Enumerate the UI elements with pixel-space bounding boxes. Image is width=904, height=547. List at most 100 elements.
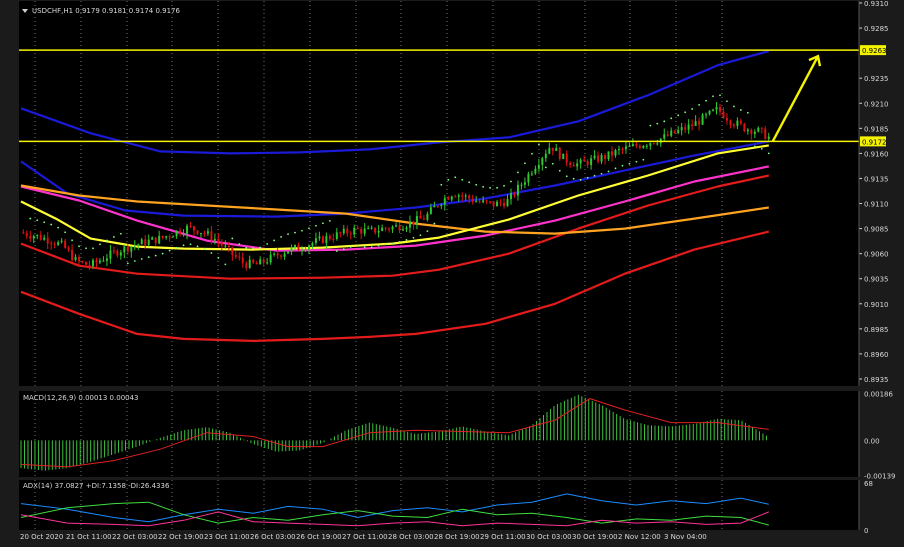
psar-dot <box>468 181 471 184</box>
candle-body <box>705 114 708 116</box>
candle-body <box>280 255 283 257</box>
candle-body <box>95 260 98 263</box>
candle-body <box>238 256 241 258</box>
horizontal-levels[interactable]: 0.9263 0.9172 <box>19 45 887 147</box>
candle-body <box>551 147 554 152</box>
candle-body <box>119 252 122 256</box>
psar-dot <box>57 226 60 229</box>
candle-body <box>304 249 307 251</box>
candle-body <box>276 253 279 256</box>
bb-mid-line <box>20 174 770 280</box>
candle-body <box>725 117 728 121</box>
candle-body <box>266 262 269 264</box>
psar-dot <box>517 171 519 174</box>
psar-dot <box>315 224 317 227</box>
psar-dot <box>36 219 39 222</box>
candle-body <box>158 235 161 244</box>
candle-body <box>764 128 767 139</box>
candle-body <box>520 184 523 186</box>
psar-dot <box>433 222 436 225</box>
time-tick-label: 28 Oct 03:00 <box>388 533 434 541</box>
candle-body <box>652 143 655 145</box>
candle-body <box>287 251 290 254</box>
psar-dot <box>349 246 352 248</box>
psar-dot <box>29 217 32 220</box>
candle-body <box>123 246 126 253</box>
macd-label: MACD(12,26,9) 0.00013 0.00043 <box>23 394 139 402</box>
macd-histogram <box>20 394 767 471</box>
candle-body <box>294 245 297 248</box>
psar-dot <box>753 145 756 148</box>
candle-body <box>628 146 631 148</box>
macd-panel[interactable]: 0.00186 0.00 -0.00139 MACD(12,26,9) 0.0001… <box>19 390 895 480</box>
candle-body <box>179 230 182 235</box>
candle-body <box>81 261 84 263</box>
candle-body <box>663 134 666 139</box>
candle-body <box>332 238 335 240</box>
adx-axis: 68 0 <box>858 480 873 535</box>
candle-body <box>144 239 147 246</box>
candle-body <box>53 244 56 246</box>
psar-dot <box>440 183 443 186</box>
psar-dot <box>600 172 603 175</box>
candle-body <box>530 173 533 175</box>
psar-dot <box>203 248 206 250</box>
macd-signal-path <box>20 398 769 468</box>
candle-body <box>151 237 154 240</box>
candle-body <box>496 201 499 207</box>
candle-body <box>248 259 251 268</box>
candle-body <box>321 236 324 244</box>
candle-body <box>199 233 202 235</box>
time-axis: 20 Oct 2020 21 Oct 11:00 22 Oct 03:00 22 Oc… <box>20 533 707 541</box>
psar-dot <box>739 109 742 111</box>
candle-body <box>621 149 624 151</box>
adx-main-line <box>20 493 769 523</box>
candle-body <box>443 198 446 205</box>
candle-body <box>85 261 88 265</box>
symbol-header-text: USDCHF,H1 0.9179 0.9181 0.9174 0.9176 <box>32 7 180 15</box>
psar-dot <box>280 236 282 238</box>
candle-body <box>433 205 436 208</box>
psar-dot <box>391 242 394 245</box>
candle-body <box>436 205 439 207</box>
psar-dot <box>537 143 540 146</box>
psar-dot <box>273 239 276 242</box>
time-tick-label: 26 Oct 19:00 <box>296 533 342 541</box>
candle-body <box>509 193 512 200</box>
price-tick-label: 0.8960 <box>864 351 889 359</box>
candle-body <box>666 134 669 136</box>
psar-dot <box>112 236 115 238</box>
psar-dot <box>245 246 248 249</box>
candle-body <box>415 216 418 225</box>
psar-dot <box>503 184 505 187</box>
candle-body <box>186 225 189 234</box>
candle-body <box>523 182 526 185</box>
adx-panel[interactable]: 68 0 ADX(14) 37.0827 +DI:7.1358 -DI:26.43… <box>19 480 873 535</box>
psar-dot <box>530 152 533 155</box>
candle-body <box>273 253 276 255</box>
price-tick-label: 0.9110 <box>864 201 889 209</box>
candle-body <box>78 256 81 262</box>
candle-body <box>161 235 164 238</box>
psar-dot <box>412 236 415 239</box>
psar-dot <box>489 186 491 189</box>
candle-body <box>189 225 192 227</box>
time-tick-label: 22 Oct 03:00 <box>112 533 158 541</box>
candle-body <box>736 120 739 126</box>
adx-series <box>20 493 769 527</box>
candle-body <box>419 216 422 219</box>
candle-body <box>36 234 39 237</box>
candle-body <box>569 162 572 165</box>
psar-dot <box>544 166 547 169</box>
macd-tick-label: 0.00186 <box>864 390 893 398</box>
candle-body <box>130 246 133 252</box>
time-tick-label: 27 Oct 11:00 <box>342 533 388 541</box>
candle-body <box>217 238 220 243</box>
candle-body <box>555 147 558 152</box>
candle-body <box>318 236 321 239</box>
candle-body <box>60 240 63 243</box>
macd-signal-line <box>20 398 769 468</box>
arrow-head <box>808 54 822 67</box>
